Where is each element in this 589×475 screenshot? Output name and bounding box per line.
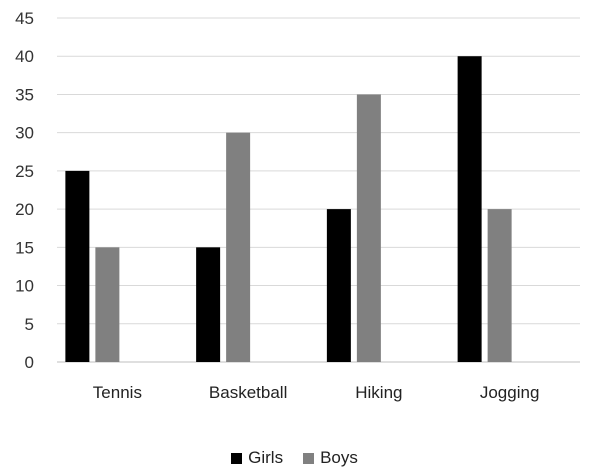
y-tick-label: 30 <box>15 124 34 143</box>
bar-boys-jogging <box>487 209 512 362</box>
legend-label-girls: Girls <box>248 448 284 467</box>
bar-girls-jogging <box>457 56 482 362</box>
bar-girls-tennis <box>65 170 90 362</box>
legend-item-girls: Girls <box>231 448 283 468</box>
y-tick-label: 10 <box>15 277 34 296</box>
bar-boys-hiking <box>356 94 381 362</box>
gridlines <box>57 17 580 363</box>
y-tick-label: 35 <box>15 85 34 104</box>
y-axis-tick-labels: 0 5 10 15 20 25 30 35 40 45 <box>15 9 34 372</box>
legend-swatch-girls <box>231 452 243 464</box>
y-tick-label: 20 <box>15 200 34 219</box>
legend-swatch-boys <box>303 452 315 464</box>
y-tick-label: 5 <box>25 315 34 334</box>
y-tick-label: 15 <box>15 238 34 257</box>
y-tick-label: 45 <box>15 9 34 28</box>
y-tick-label: 0 <box>25 353 34 372</box>
legend-label-boys: Boys <box>320 448 358 467</box>
x-category-label: Tennis <box>93 383 142 402</box>
bar-girls-basketball <box>196 247 221 362</box>
bar-boys-basketball <box>226 132 251 362</box>
bars <box>65 56 512 362</box>
x-category-label: Basketball <box>209 383 287 402</box>
x-category-label: Hiking <box>355 383 402 402</box>
y-tick-label: 25 <box>15 162 34 181</box>
bar-chart: 0 5 10 15 20 25 30 35 40 45 Tennis Basketball Hikin… <box>15 9 580 402</box>
x-axis-category-labels: Tennis Basketball Hiking Jogging <box>93 383 540 402</box>
y-tick-label: 40 <box>15 47 34 66</box>
legend-item-boys: Boys <box>303 448 358 468</box>
x-category-label: Jogging <box>480 383 540 402</box>
bar-boys-tennis <box>95 247 120 362</box>
legend: Girls Boys <box>0 448 589 468</box>
bar-girls-hiking <box>326 209 351 362</box>
